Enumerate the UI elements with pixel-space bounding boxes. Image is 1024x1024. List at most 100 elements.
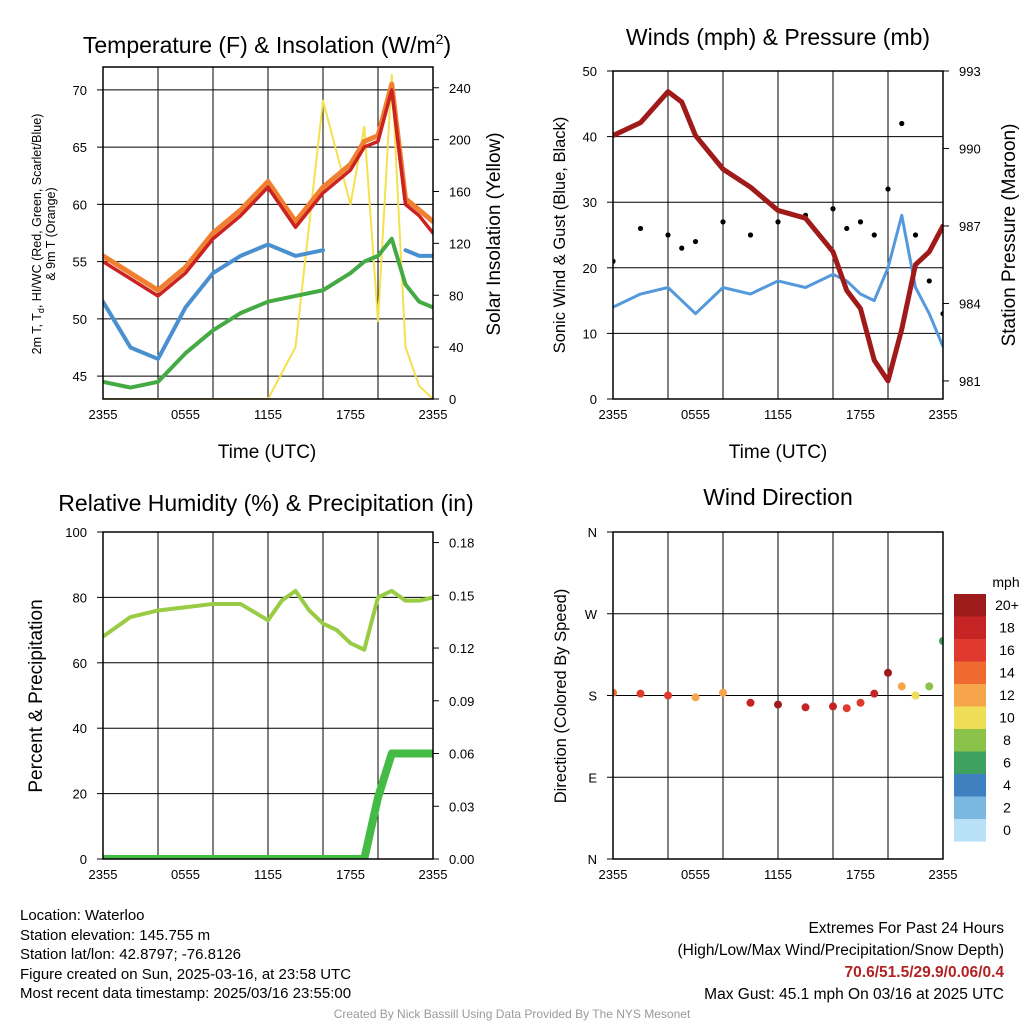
plot-frame <box>102 66 434 400</box>
legend-color-swatch <box>954 639 986 662</box>
x-tick-label: 2355 <box>419 407 448 422</box>
direction-point <box>884 668 892 677</box>
temperature-ylabel-left: 2m T, Td, HI/WC (Red, Green, Scarlet/Blu… <box>30 114 46 355</box>
y2-tick-label: 993 <box>959 64 981 79</box>
y2-tick-label: 984 <box>959 296 981 311</box>
station-info: Location: Waterloo Station elevation: 14… <box>20 906 351 1004</box>
sonic-wind-line <box>613 213 943 349</box>
extremes-info: Extremes For Past 24 Hours (High/Low/Max… <box>678 918 1005 1006</box>
direction-title: Wind Direction <box>703 484 853 510</box>
x-tick-label: 1155 <box>254 867 282 882</box>
temperature-ylabel-left-line2: & 9m T (Orange) <box>44 187 58 280</box>
y2-tick-label: 240 <box>449 81 471 96</box>
winds-title: Winds (mph) & Pressure (mb) <box>626 24 930 50</box>
legend-label: 4 <box>1003 777 1011 793</box>
x-tick-label: 2355 <box>419 867 448 882</box>
x-tick-label: 0555 <box>681 867 710 882</box>
gust-point <box>747 232 754 238</box>
gust-point <box>857 219 864 225</box>
pressure-line <box>613 89 943 384</box>
direction-point <box>636 689 645 698</box>
gust-point <box>720 219 726 225</box>
y-tick-label: 20 <box>583 261 597 276</box>
y-tick-label: 70 <box>73 83 87 98</box>
gust-point <box>830 206 836 212</box>
temperature-ylabel-right: Solar Insolation (Yellow) <box>484 132 505 335</box>
x-tick-label: 1155 <box>254 407 282 422</box>
y-tick-label: 40 <box>583 130 597 145</box>
extremes-title: Extremes For Past 24 Hours <box>808 920 1004 937</box>
direction-point <box>870 689 879 698</box>
gust-point <box>775 219 781 225</box>
gust-point <box>692 238 699 245</box>
plot-frame <box>612 70 944 400</box>
max-gust-text: Max Gust: 45.1 mph On 03/16 at 2025 UTC <box>704 986 1004 1003</box>
x-tick-label: 2355 <box>929 407 958 422</box>
legend-color-swatch <box>954 616 986 639</box>
y2-tick-label: 0.09 <box>449 694 474 709</box>
legend-color-swatch <box>954 684 986 707</box>
legend-color-swatch <box>954 796 986 819</box>
humidity-line <box>103 588 433 652</box>
gust-point <box>679 245 685 251</box>
y-tick-label: 0 <box>80 852 87 867</box>
x-tick-label: 1755 <box>846 407 875 422</box>
y2-tick-label: 990 <box>959 141 981 156</box>
y2-tick-label: 160 <box>449 185 471 200</box>
recent-text: Most recent data timestamp: 2025/03/16 2… <box>20 985 352 1002</box>
gust-point <box>637 225 644 232</box>
temperature-title: Temperature (F) & Insolation (W/m2) <box>83 31 451 58</box>
direction-point <box>829 702 837 711</box>
y-tick-label: 20 <box>73 787 87 802</box>
y-tick-label: 30 <box>583 195 597 210</box>
y-tick-label: 0 <box>590 392 597 407</box>
legend-color-swatch <box>954 706 986 729</box>
legend-label: 6 <box>1003 755 1011 771</box>
direction-point <box>842 704 851 713</box>
legend-label: 16 <box>999 642 1015 658</box>
gust-point <box>885 186 891 192</box>
y-tick-label: 65 <box>73 140 87 155</box>
direction-point <box>911 691 920 700</box>
gust-point <box>926 278 932 284</box>
y2-tick-label: 0.00 <box>449 852 474 867</box>
y2-tick-label: 0.18 <box>449 536 474 551</box>
y-tick-label: 100 <box>65 525 87 540</box>
y-tick-label: 50 <box>583 64 597 79</box>
direction-point <box>774 700 782 709</box>
x-tick-label: 2355 <box>929 867 958 882</box>
legend-label: 20+ <box>995 597 1019 613</box>
temperature-2m-line <box>103 88 433 298</box>
y-tick-label: E <box>588 770 597 785</box>
plot-frame <box>102 531 434 860</box>
insolation-line <box>103 73 433 399</box>
x-tick-label: 1155 <box>764 407 792 422</box>
direction-point <box>719 688 727 697</box>
y-tick-label: 60 <box>73 656 87 671</box>
x-tick-label: 2355 <box>599 867 628 882</box>
plot-area <box>613 71 943 399</box>
latlon-text: Station lat/lon: 42.8797; -76.8126 <box>20 946 242 963</box>
x-tick-label: 1755 <box>336 407 365 422</box>
direction-point <box>801 703 810 712</box>
plot-area <box>103 532 433 859</box>
legend-label: 18 <box>999 620 1015 636</box>
legend-label: 8 <box>1003 732 1011 748</box>
credit-text: Created By Nick Bassill Using Data Provi… <box>333 1007 691 1021</box>
heat-index-wind-chill-line <box>103 242 325 361</box>
heat-index-wind-chill-line <box>403 248 433 258</box>
legend-color-swatch <box>954 774 986 797</box>
legend-color-swatch <box>954 751 986 774</box>
x-tick-label: 1755 <box>336 867 365 882</box>
y2-tick-label: 987 <box>959 219 981 234</box>
location-text: Location: Waterloo <box>20 907 145 924</box>
x-tick-label: 0555 <box>171 407 200 422</box>
y2-tick-label: 40 <box>449 340 463 355</box>
direction-point <box>856 698 865 707</box>
y2-tick-label: 981 <box>959 374 981 389</box>
elevation-text: Station elevation: 145.755 m <box>20 926 211 944</box>
x-tick-label: 0555 <box>681 407 710 422</box>
y2-tick-label: 120 <box>449 236 471 251</box>
legend-label: 14 <box>999 665 1015 681</box>
